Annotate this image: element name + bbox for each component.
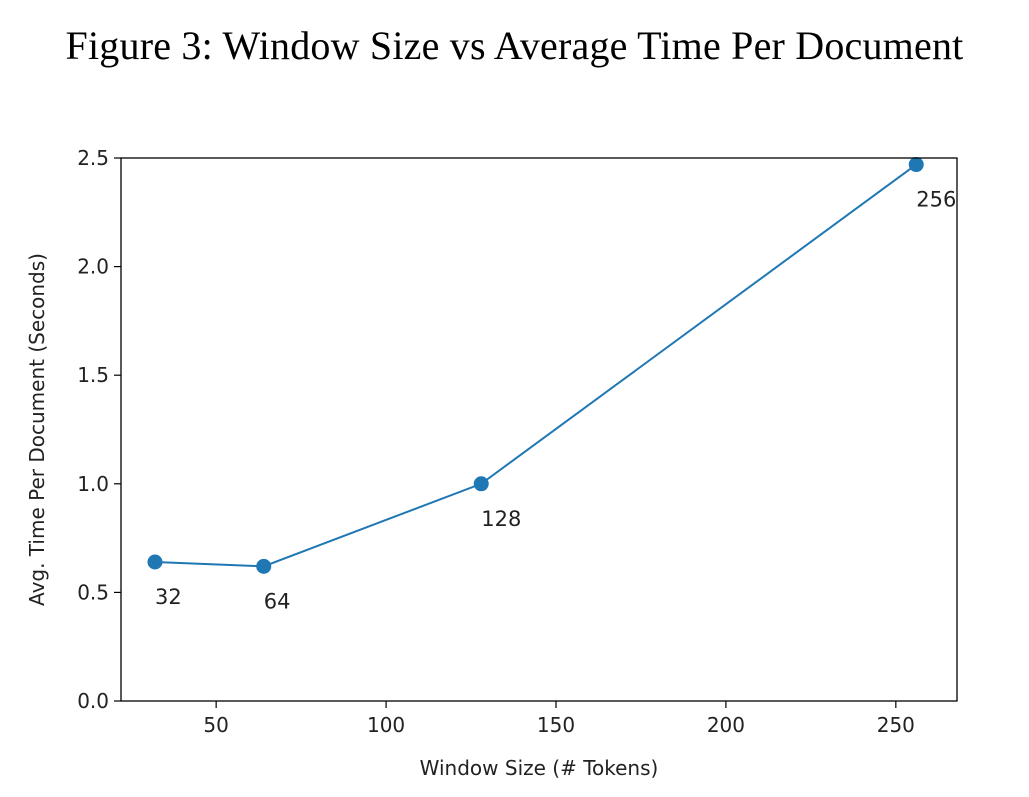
- data-point: [256, 558, 272, 574]
- data-point-label: 128: [481, 507, 521, 531]
- plot-frame: [120, 157, 958, 702]
- x-axis-ticks: 50 100 150 200 250: [203, 701, 915, 737]
- x-tick-label: 100: [367, 713, 405, 737]
- y-tick-label: 2.5: [77, 146, 109, 170]
- figure-title: Figure 3: Window Size vs Average Time Pe…: [65, 23, 964, 68]
- y-axis-ticks: 0.0 0.5 1.0 1.5 2.0 2.5: [77, 146, 121, 713]
- x-tick-label: 50: [203, 713, 228, 737]
- y-tick-label: 1.0: [77, 472, 109, 496]
- data-point: [147, 554, 163, 570]
- data-point: [473, 476, 489, 492]
- y-tick-label: 2.0: [77, 255, 109, 279]
- y-tick-label: 1.5: [77, 363, 109, 387]
- x-tick-label: 150: [537, 713, 575, 737]
- data-point-label: 64: [264, 589, 291, 613]
- data-point-label: 256: [916, 188, 956, 212]
- y-axis-label: Avg. Time Per Document (Seconds): [25, 253, 49, 606]
- series-layer: 32 64 128 256: [147, 157, 956, 613]
- x-tick-label: 200: [707, 713, 745, 737]
- y-tick-label: 0.0: [77, 689, 109, 713]
- series-line: [154, 163, 917, 568]
- x-tick-label: 250: [877, 713, 915, 737]
- y-tick-label: 0.5: [77, 580, 109, 604]
- data-point-label: 32: [155, 585, 182, 609]
- x-axis-label: Window Size (# Tokens): [420, 756, 659, 780]
- data-point: [908, 157, 924, 173]
